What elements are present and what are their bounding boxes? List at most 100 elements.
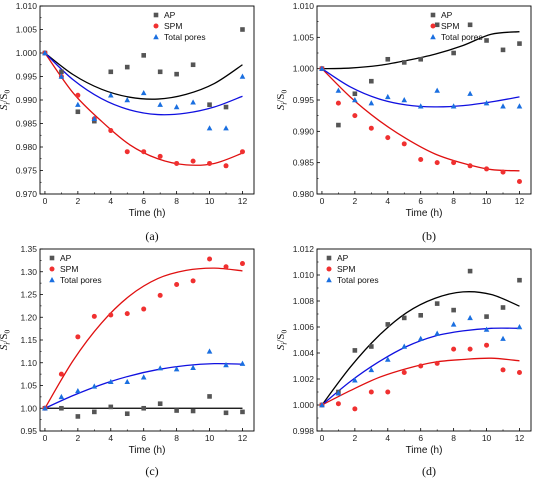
point-spm — [335, 401, 341, 407]
point-ap — [369, 78, 374, 84]
point-total-pores — [467, 314, 473, 321]
x-tick-label: 12 — [515, 433, 525, 443]
y-tick-label: 1.05 — [20, 381, 37, 391]
point-total-pores — [157, 365, 163, 371]
y-tick-label: 1.005 — [293, 32, 315, 42]
point-spm — [239, 149, 245, 155]
panel-label: (d) — [422, 464, 436, 478]
fit-curve-total-pores — [44, 362, 243, 409]
point-total-pores — [368, 366, 375, 373]
point-total-pores — [352, 97, 358, 103]
legend-label: AP — [337, 253, 349, 263]
x-tick-label: 10 — [205, 196, 215, 206]
point-spm — [190, 158, 196, 164]
point-ap — [190, 408, 196, 414]
point-total-pores — [384, 93, 391, 100]
point-ap — [207, 394, 212, 399]
point-total-pores — [91, 383, 98, 389]
legend-label: SPM — [164, 21, 182, 31]
y-tick-label: 1.010 — [16, 1, 38, 11]
x-axis-label: Time (h) — [129, 208, 166, 219]
point-spm — [108, 312, 114, 318]
x-tick-label: 0 — [43, 196, 48, 206]
point-spm — [124, 311, 130, 317]
point-spm — [91, 313, 97, 319]
point-spm — [516, 370, 522, 375]
x-axis-label: Time (h) — [129, 445, 166, 456]
x-tick-label: 0 — [320, 433, 325, 443]
point-ap — [157, 69, 163, 75]
point-total-pores — [124, 378, 131, 385]
point-spm — [239, 261, 245, 267]
y-tick-label: 1.000 — [16, 48, 38, 58]
y-tick-label: 1.30 — [20, 267, 37, 277]
point-ap — [174, 408, 179, 413]
x-tick-label: 12 — [238, 433, 248, 443]
point-total-pores — [173, 366, 180, 372]
legend-marker — [153, 34, 159, 40]
panel-a: 0 2 4 6 8 10 12 0.970 0.975 0.980 0.985 0.990 0.995 1… — [0, 1, 255, 243]
point-total-pores — [239, 73, 246, 79]
point-ap — [59, 69, 64, 75]
point-total-pores — [434, 87, 440, 93]
point-spm — [385, 389, 391, 395]
point-total-pores — [368, 100, 375, 106]
legend-label: Total pores — [337, 275, 379, 285]
point-ap — [124, 411, 130, 417]
point-total-pores — [500, 335, 506, 341]
point-total-pores — [75, 387, 81, 394]
point-ap — [207, 102, 212, 107]
point-spm — [141, 149, 147, 155]
x-tick-label: 8 — [451, 196, 456, 206]
point-ap — [434, 22, 440, 28]
point-ap — [108, 404, 114, 410]
point-spm — [385, 135, 391, 141]
point-total-pores — [319, 402, 325, 408]
point-ap — [451, 307, 456, 313]
point-spm — [352, 406, 358, 412]
legend-marker — [153, 23, 159, 29]
legend-label: SPM — [337, 264, 355, 274]
point-total-pores — [319, 65, 325, 71]
point-ap — [385, 56, 391, 62]
point-total-pores — [140, 89, 147, 96]
point-spm — [484, 342, 490, 348]
point-ap — [141, 53, 147, 58]
point-ap — [141, 405, 147, 411]
point-ap — [418, 313, 424, 318]
x-tick-label: 2 — [352, 196, 357, 206]
x-tick-label: 2 — [75, 433, 80, 443]
point-ap — [401, 315, 407, 321]
y-tick-label: 0.990 — [16, 95, 38, 105]
point-total-pores — [500, 103, 506, 109]
panel-label: (c) — [145, 464, 158, 478]
fit-curve-ap — [321, 291, 520, 406]
point-spm — [174, 160, 180, 166]
panel-b: 0 2 4 6 8 10 12 0.980 0.985 0.990 0.995 1.000 1.005 1… — [275, 1, 532, 243]
point-total-pores — [42, 50, 48, 56]
point-total-pores — [206, 348, 213, 354]
point-total-pores — [58, 393, 65, 400]
point-total-pores — [483, 100, 490, 106]
y-tick-label: 0.995 — [16, 72, 38, 82]
point-ap — [484, 314, 489, 319]
point-ap — [467, 268, 473, 274]
point-ap — [434, 301, 440, 306]
panel-d: 0 2 4 6 8 10 12 0.998 1.000 1.002 1.004 1.006 1.008 1… — [275, 244, 532, 478]
point-ap — [336, 122, 341, 128]
point-spm — [157, 292, 163, 298]
y-tick-label: 1.006 — [293, 322, 315, 332]
point-total-pores — [401, 343, 408, 349]
x-axis-label: Time (h) — [406, 208, 443, 219]
point-total-pores — [467, 90, 473, 96]
y-tick-label: 1.005 — [16, 25, 38, 35]
point-spm — [75, 92, 81, 98]
point-spm — [108, 128, 114, 134]
legend-label: Total pores — [441, 32, 483, 42]
y-tick-label: 1.15 — [20, 335, 37, 345]
point-total-pores — [434, 330, 440, 336]
point-total-pores — [75, 101, 81, 107]
point-spm — [223, 163, 229, 169]
y-tick-label: 1.20 — [20, 312, 37, 322]
